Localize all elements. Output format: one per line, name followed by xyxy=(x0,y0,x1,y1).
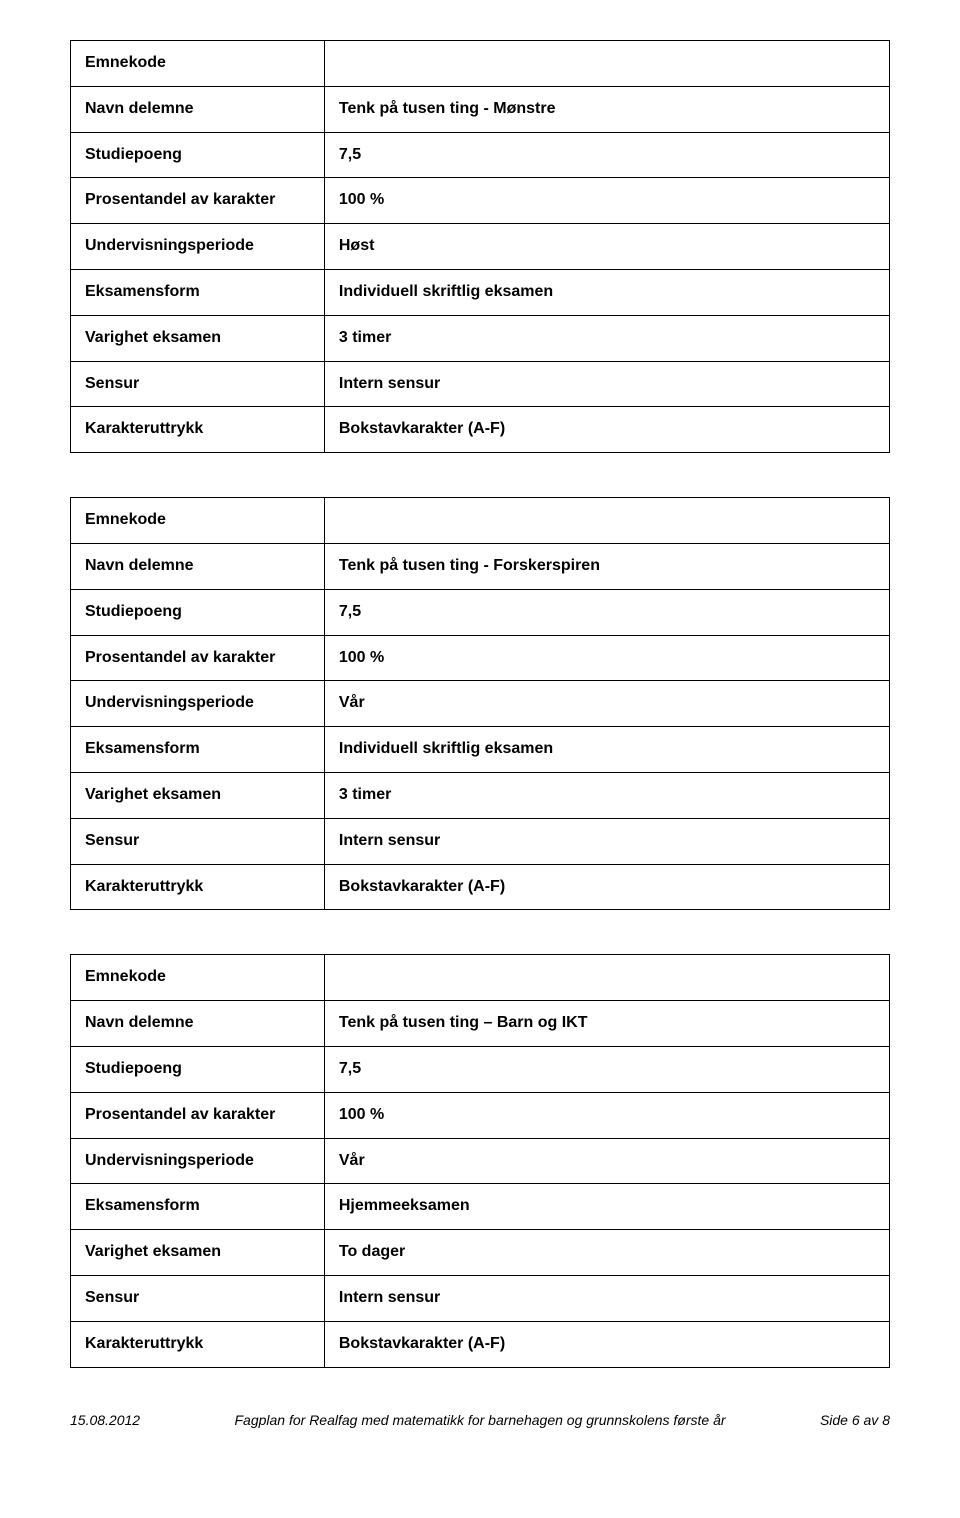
row-label: Karakteruttrykk xyxy=(71,407,325,453)
row-value: Individuell skriftlig eksamen xyxy=(324,269,889,315)
footer-title: Fagplan for Realfag med matematikk for b… xyxy=(234,1412,725,1428)
row-label: Undervisningsperiode xyxy=(71,224,325,270)
row-value: 3 timer xyxy=(324,772,889,818)
row-value: Hjemmeeksamen xyxy=(324,1184,889,1230)
row-label: Navn delemne xyxy=(71,543,325,589)
row-label: Eksamensform xyxy=(71,269,325,315)
row-label: Prosentandel av karakter xyxy=(71,1092,325,1138)
table-row: EksamensformIndividuell skriftlig eksame… xyxy=(71,727,890,773)
table-row: UndervisningsperiodeVår xyxy=(71,681,890,727)
course-table-1: Emnekode Navn delemneTenk på tusen ting … xyxy=(70,40,890,453)
table-row: KarakteruttrykkBokstavkarakter (A-F) xyxy=(71,1321,890,1367)
row-label: Sensur xyxy=(71,361,325,407)
row-label: Studiepoeng xyxy=(71,589,325,635)
row-label: Eksamensform xyxy=(71,727,325,773)
row-label: Eksamensform xyxy=(71,1184,325,1230)
table-row: Emnekode xyxy=(71,955,890,1001)
row-value: Vår xyxy=(324,1138,889,1184)
table-row: UndervisningsperiodeHøst xyxy=(71,224,890,270)
row-value xyxy=(324,498,889,544)
row-label: Prosentandel av karakter xyxy=(71,178,325,224)
table-row: Studiepoeng7,5 xyxy=(71,589,890,635)
footer-date: 15.08.2012 xyxy=(70,1412,140,1428)
table-row: KarakteruttrykkBokstavkarakter (A-F) xyxy=(71,407,890,453)
table-row: Varighet eksamen3 timer xyxy=(71,315,890,361)
row-label: Studiepoeng xyxy=(71,132,325,178)
row-label: Sensur xyxy=(71,1275,325,1321)
row-value: 100 % xyxy=(324,635,889,681)
table-row: KarakteruttrykkBokstavkarakter (A-F) xyxy=(71,864,890,910)
row-label: Emnekode xyxy=(71,41,325,87)
row-label: Studiepoeng xyxy=(71,1046,325,1092)
row-value xyxy=(324,955,889,1001)
row-label: Varighet eksamen xyxy=(71,1230,325,1276)
table-row: EksamensformHjemmeeksamen xyxy=(71,1184,890,1230)
row-value xyxy=(324,41,889,87)
row-value: 100 % xyxy=(324,1092,889,1138)
row-label: Sensur xyxy=(71,818,325,864)
row-value: To dager xyxy=(324,1230,889,1276)
row-value: Tenk på tusen ting – Barn og IKT xyxy=(324,1001,889,1047)
row-value: 3 timer xyxy=(324,315,889,361)
table-row: Prosentandel av karakter100 % xyxy=(71,1092,890,1138)
table-row: SensurIntern sensur xyxy=(71,818,890,864)
table-row: SensurIntern sensur xyxy=(71,361,890,407)
table-row: Navn delemneTenk på tusen ting - Mønstre xyxy=(71,86,890,132)
table-row: Varighet eksamenTo dager xyxy=(71,1230,890,1276)
table-row: Varighet eksamen3 timer xyxy=(71,772,890,818)
row-label: Karakteruttrykk xyxy=(71,1321,325,1367)
row-value: 7,5 xyxy=(324,589,889,635)
row-label: Varighet eksamen xyxy=(71,315,325,361)
page-footer: 15.08.2012 Fagplan for Realfag med matem… xyxy=(70,1412,890,1428)
row-value: Individuell skriftlig eksamen xyxy=(324,727,889,773)
row-label: Undervisningsperiode xyxy=(71,681,325,727)
table-row: Prosentandel av karakter100 % xyxy=(71,635,890,681)
row-label: Navn delemne xyxy=(71,86,325,132)
table-row: Navn delemneTenk på tusen ting - Forsker… xyxy=(71,543,890,589)
table-row: UndervisningsperiodeVår xyxy=(71,1138,890,1184)
row-value: Intern sensur xyxy=(324,361,889,407)
row-label: Emnekode xyxy=(71,955,325,1001)
course-table-2: Emnekode Navn delemneTenk på tusen ting … xyxy=(70,497,890,910)
table-row: Studiepoeng7,5 xyxy=(71,1046,890,1092)
row-value: Høst xyxy=(324,224,889,270)
row-label: Emnekode xyxy=(71,498,325,544)
row-value: Intern sensur xyxy=(324,1275,889,1321)
table-row: Emnekode xyxy=(71,498,890,544)
table-row: SensurIntern sensur xyxy=(71,1275,890,1321)
table-row: Emnekode xyxy=(71,41,890,87)
table-row: Studiepoeng7,5 xyxy=(71,132,890,178)
row-value: Vår xyxy=(324,681,889,727)
row-value: Tenk på tusen ting - Forskerspiren xyxy=(324,543,889,589)
row-value: 7,5 xyxy=(324,1046,889,1092)
table-row: EksamensformIndividuell skriftlig eksame… xyxy=(71,269,890,315)
footer-page: Side 6 av 8 xyxy=(820,1412,890,1428)
row-value: Tenk på tusen ting - Mønstre xyxy=(324,86,889,132)
row-value: Bokstavkarakter (A-F) xyxy=(324,407,889,453)
row-value: 7,5 xyxy=(324,132,889,178)
row-value: Bokstavkarakter (A-F) xyxy=(324,864,889,910)
row-label: Karakteruttrykk xyxy=(71,864,325,910)
row-label: Prosentandel av karakter xyxy=(71,635,325,681)
row-label: Navn delemne xyxy=(71,1001,325,1047)
row-label: Undervisningsperiode xyxy=(71,1138,325,1184)
course-table-3: Emnekode Navn delemneTenk på tusen ting … xyxy=(70,954,890,1367)
row-value: Intern sensur xyxy=(324,818,889,864)
row-label: Varighet eksamen xyxy=(71,772,325,818)
table-row: Prosentandel av karakter100 % xyxy=(71,178,890,224)
table-row: Navn delemneTenk på tusen ting – Barn og… xyxy=(71,1001,890,1047)
row-value: Bokstavkarakter (A-F) xyxy=(324,1321,889,1367)
row-value: 100 % xyxy=(324,178,889,224)
